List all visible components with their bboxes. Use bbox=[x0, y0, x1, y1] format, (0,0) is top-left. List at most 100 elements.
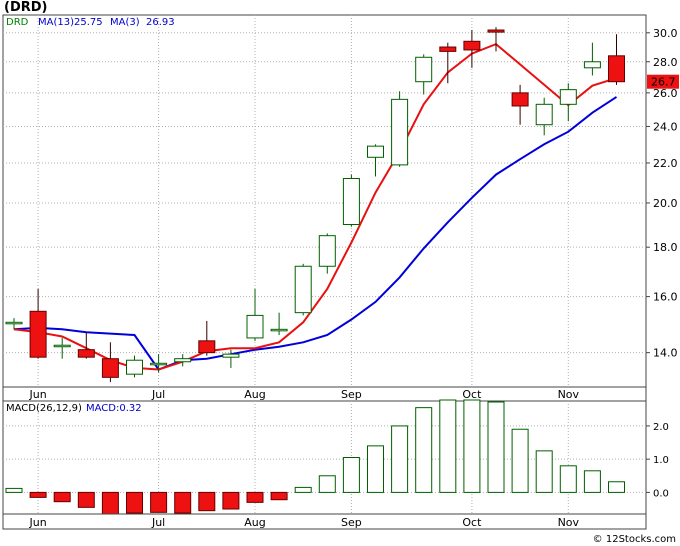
macd-bar bbox=[270, 491, 288, 501]
macd-bar bbox=[511, 428, 529, 493]
macd-bar bbox=[367, 445, 384, 493]
candle-body bbox=[583, 61, 601, 69]
candle bbox=[246, 288, 264, 341]
macd-axis: 0.0 1.0 2.0 bbox=[646, 422, 669, 499]
ma13-line bbox=[13, 96, 618, 371]
macd-panel: 0.0 1.0 2.0 bbox=[2, 399, 669, 515]
candle-body bbox=[439, 46, 457, 52]
candle bbox=[439, 42, 457, 84]
macd-histogram bbox=[5, 399, 625, 515]
candle-body bbox=[222, 353, 240, 358]
candle bbox=[511, 84, 529, 125]
price-tick-label: 14.0 bbox=[653, 347, 678, 360]
candle-body bbox=[77, 349, 95, 358]
price-tick-label: 24.0 bbox=[653, 120, 678, 133]
credit-text: © 12Stocks.com bbox=[593, 534, 676, 545]
candle-body bbox=[101, 358, 119, 378]
last-price-label: 26.7 bbox=[651, 76, 676, 89]
x-tick-label: Jul bbox=[151, 516, 165, 529]
price-tick-label: 22.0 bbox=[653, 157, 678, 170]
candle-body bbox=[391, 98, 409, 166]
candle-body bbox=[342, 178, 360, 225]
candle bbox=[342, 174, 360, 227]
candle bbox=[150, 354, 168, 373]
candle-body bbox=[29, 310, 47, 358]
candle-body bbox=[367, 145, 384, 158]
macd-bar bbox=[222, 491, 240, 510]
candle bbox=[174, 354, 192, 367]
macd-x-axis: Jun Jul Aug Sep Oct Nov bbox=[29, 516, 580, 529]
candle-body bbox=[415, 56, 433, 83]
x-tick-label: Jun bbox=[29, 388, 47, 401]
candle bbox=[198, 320, 216, 356]
x-tick-label: Nov bbox=[558, 388, 580, 401]
candle bbox=[487, 27, 505, 52]
candle-body bbox=[53, 344, 71, 348]
candlesticks bbox=[5, 27, 625, 383]
candle-body bbox=[5, 321, 23, 325]
candle bbox=[463, 30, 481, 68]
macd-bar bbox=[101, 491, 119, 515]
candle-body bbox=[126, 359, 143, 375]
candle bbox=[559, 83, 577, 122]
legend-ma3-label: MA(3) bbox=[110, 17, 140, 28]
candle bbox=[391, 91, 409, 167]
candle-body bbox=[198, 340, 216, 354]
candle bbox=[367, 144, 384, 177]
candle-body bbox=[150, 362, 168, 366]
x-tick-label: Jul bbox=[151, 388, 165, 401]
x-tick-label: Nov bbox=[558, 516, 580, 529]
macd-bar bbox=[559, 465, 577, 493]
last-price-marker: 26.7 bbox=[647, 74, 679, 89]
legend-ma3-value: 26.93 bbox=[146, 17, 175, 28]
candle-body bbox=[270, 328, 288, 332]
x-tick-label: Aug bbox=[244, 388, 265, 401]
candle bbox=[126, 355, 143, 378]
x-tick-label: Aug bbox=[244, 516, 265, 529]
x-tick-label: Jun bbox=[29, 516, 47, 529]
macd-tick-label: 2.0 bbox=[653, 422, 669, 433]
macd-bar bbox=[342, 457, 360, 493]
x-tick-label: Sep bbox=[341, 388, 362, 401]
price-panel: 14.0 16.0 18.0 20.0 22.0 24.0 26.0 28.0 30.0 26.… bbox=[2, 14, 679, 388]
macd-bar bbox=[174, 491, 192, 514]
macd-bar bbox=[463, 399, 481, 493]
legend-ma13-label: MA(13) bbox=[38, 17, 74, 28]
macd-bar bbox=[198, 491, 216, 512]
ma13-segment bbox=[13, 96, 618, 371]
candle bbox=[535, 97, 553, 136]
macd-bar bbox=[53, 491, 71, 503]
price-axis: 14.0 16.0 18.0 20.0 22.0 24.0 26.0 28.0 30.0 bbox=[646, 27, 678, 360]
candle bbox=[294, 263, 312, 316]
candle bbox=[222, 349, 240, 368]
candle-body bbox=[535, 103, 553, 126]
candle bbox=[29, 288, 47, 359]
macd-value-label: MACD:0.32 bbox=[86, 403, 142, 414]
candle-body bbox=[294, 265, 312, 314]
candle-body bbox=[487, 29, 505, 33]
candle-body bbox=[318, 235, 336, 267]
price-tick-label: 20.0 bbox=[653, 197, 678, 210]
candle bbox=[318, 233, 336, 274]
macd-title: MACD(26,12,9) bbox=[6, 403, 82, 414]
candle bbox=[101, 342, 119, 383]
price-tick-label: 16.0 bbox=[653, 291, 678, 304]
macd-bar bbox=[77, 491, 95, 508]
candle-body bbox=[511, 92, 529, 107]
candle-body bbox=[246, 314, 264, 339]
price-x-axis-band bbox=[2, 386, 647, 402]
macd-tick-label: 0.0 bbox=[653, 488, 669, 499]
candle bbox=[608, 34, 625, 85]
x-tick-label: Sep bbox=[341, 516, 362, 529]
macd-bar bbox=[5, 487, 23, 493]
macd-x-axis-band bbox=[2, 513, 647, 530]
candle bbox=[53, 337, 71, 359]
price-tick-label: 28.0 bbox=[653, 56, 678, 69]
legend-symbol: DRD bbox=[6, 17, 29, 28]
macd-bar bbox=[439, 399, 457, 493]
macd-bar bbox=[608, 481, 625, 493]
macd-bar bbox=[29, 491, 47, 498]
macd-bar bbox=[535, 450, 553, 493]
